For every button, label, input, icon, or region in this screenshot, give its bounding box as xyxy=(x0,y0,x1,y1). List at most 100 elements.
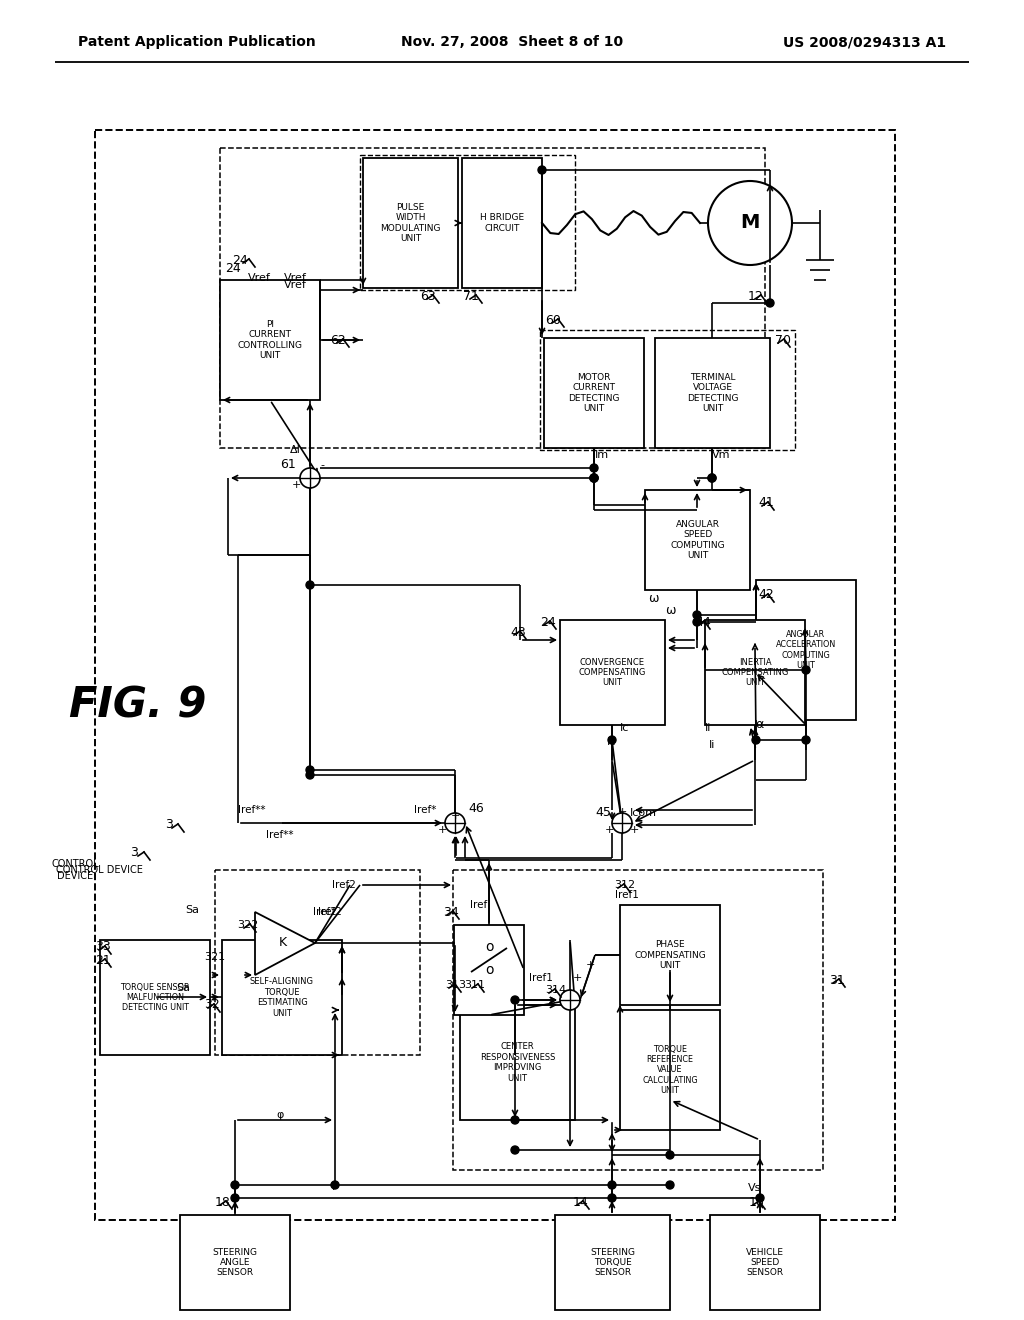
Circle shape xyxy=(306,771,314,779)
Text: 60: 60 xyxy=(545,314,561,326)
Text: INERTIA
COMPENSATING
UNIT: INERTIA COMPENSATING UNIT xyxy=(721,657,788,688)
Bar xyxy=(215,870,420,1055)
Bar xyxy=(362,158,458,288)
Text: 321: 321 xyxy=(204,952,225,962)
Text: PHASE
COMPENSATING
UNIT: PHASE COMPENSATING UNIT xyxy=(634,940,706,970)
Bar xyxy=(460,1005,575,1119)
Text: 18: 18 xyxy=(215,1196,230,1209)
Text: ω: ω xyxy=(665,603,675,616)
Text: PI
CURRENT
CONTROLLING
UNIT: PI CURRENT CONTROLLING UNIT xyxy=(238,319,302,360)
Text: Vref: Vref xyxy=(284,280,306,290)
Text: ANGULAR
SPEED
COMPUTING
UNIT: ANGULAR SPEED COMPUTING UNIT xyxy=(670,520,725,560)
Text: o: o xyxy=(484,964,494,977)
Text: CONTROL
DEVICE: CONTROL DEVICE xyxy=(51,859,98,880)
Circle shape xyxy=(612,813,632,833)
Text: 24: 24 xyxy=(232,253,248,267)
Bar xyxy=(360,154,575,290)
Bar xyxy=(454,925,524,1015)
Text: 21: 21 xyxy=(95,953,111,966)
Text: 31: 31 xyxy=(829,974,845,986)
Text: Sa: Sa xyxy=(176,983,190,993)
Circle shape xyxy=(756,1195,764,1203)
Text: 45: 45 xyxy=(595,807,611,820)
Text: +: + xyxy=(573,973,583,983)
Text: 63: 63 xyxy=(420,289,436,302)
Text: TERMINAL
VOLTAGE
DETECTING
UNIT: TERMINAL VOLTAGE DETECTING UNIT xyxy=(687,372,738,413)
Text: 71: 71 xyxy=(463,289,479,302)
Text: 44: 44 xyxy=(695,615,711,628)
Text: ANGULAR
ACCELERATION
COMPUTING
UNIT: ANGULAR ACCELERATION COMPUTING UNIT xyxy=(776,630,837,671)
Bar xyxy=(620,1010,720,1130)
Text: 42: 42 xyxy=(758,589,774,602)
Text: SELF-ALIGNING
TORQUE
ESTIMATING
UNIT: SELF-ALIGNING TORQUE ESTIMATING UNIT xyxy=(250,977,314,1018)
Text: MOTOR
CURRENT
DETECTING
UNIT: MOTOR CURRENT DETECTING UNIT xyxy=(568,372,620,413)
Text: Vs: Vs xyxy=(748,1183,762,1193)
Circle shape xyxy=(802,737,810,744)
Text: +: + xyxy=(451,810,460,821)
Circle shape xyxy=(590,474,598,482)
Circle shape xyxy=(666,1151,674,1159)
Bar xyxy=(655,338,770,447)
Text: o: o xyxy=(484,940,494,954)
Circle shape xyxy=(331,1181,339,1189)
Text: 313: 313 xyxy=(445,979,466,990)
Text: US 2008/0294313 A1: US 2008/0294313 A1 xyxy=(783,36,946,49)
Text: Ii: Ii xyxy=(709,741,715,750)
Bar xyxy=(100,940,210,1055)
Text: 34: 34 xyxy=(443,906,459,919)
Text: ΔI: ΔI xyxy=(290,445,301,455)
Circle shape xyxy=(590,474,598,482)
Bar xyxy=(710,1214,820,1309)
Text: 43: 43 xyxy=(510,626,525,639)
Circle shape xyxy=(306,581,314,589)
Circle shape xyxy=(608,737,616,744)
Bar xyxy=(560,620,665,725)
Bar xyxy=(544,338,644,447)
Circle shape xyxy=(693,611,701,619)
Circle shape xyxy=(560,990,580,1010)
Text: 14: 14 xyxy=(573,1196,589,1209)
Text: 61: 61 xyxy=(280,458,296,471)
Circle shape xyxy=(511,1115,519,1125)
Circle shape xyxy=(608,1195,616,1203)
Bar xyxy=(555,1214,670,1309)
Text: 24: 24 xyxy=(540,615,556,628)
Circle shape xyxy=(300,469,319,488)
Text: Iref1: Iref1 xyxy=(529,973,553,983)
Text: Iref: Iref xyxy=(470,900,487,909)
Circle shape xyxy=(708,181,792,265)
Bar xyxy=(220,148,765,447)
Text: 311: 311 xyxy=(464,979,485,990)
Text: Ic: Ic xyxy=(607,737,616,747)
Text: α: α xyxy=(755,718,763,731)
Bar xyxy=(756,579,856,719)
Text: 32: 32 xyxy=(204,998,220,1011)
Bar xyxy=(222,940,342,1055)
Bar xyxy=(540,330,795,450)
Text: Vref: Vref xyxy=(284,273,306,282)
Circle shape xyxy=(538,166,546,174)
Text: +: + xyxy=(437,825,446,836)
Text: Sa: Sa xyxy=(185,906,199,915)
Circle shape xyxy=(231,1181,239,1189)
Text: 33: 33 xyxy=(95,940,111,953)
Text: Iref2: Iref2 xyxy=(332,880,356,890)
Bar xyxy=(705,620,805,725)
Text: Vref: Vref xyxy=(248,273,271,282)
Text: PULSE
WIDTH
MODULATING
UNIT: PULSE WIDTH MODULATING UNIT xyxy=(380,203,440,243)
Circle shape xyxy=(766,300,774,308)
Text: φ: φ xyxy=(276,1110,284,1119)
Text: Iref2: Iref2 xyxy=(313,907,337,917)
Text: 41: 41 xyxy=(758,496,774,510)
Text: Iref2: Iref2 xyxy=(318,907,342,917)
Circle shape xyxy=(752,737,760,744)
Text: TORQUE SENSOR
MALFUNCTION
DETECTING UNIT: TORQUE SENSOR MALFUNCTION DETECTING UNIT xyxy=(120,982,189,1012)
Text: CONVERGENCE
COMPENSATING
UNIT: CONVERGENCE COMPENSATING UNIT xyxy=(579,657,646,688)
Text: 3: 3 xyxy=(165,818,173,832)
Text: Iref*: Iref* xyxy=(414,805,436,814)
Text: STEERING
ANGLE
SENSOR: STEERING ANGLE SENSOR xyxy=(213,1247,257,1278)
Text: 314: 314 xyxy=(545,985,566,995)
Text: CONTROL DEVICE: CONTROL DEVICE xyxy=(55,865,142,875)
Text: Iref1: Iref1 xyxy=(615,890,639,900)
Circle shape xyxy=(708,474,716,482)
